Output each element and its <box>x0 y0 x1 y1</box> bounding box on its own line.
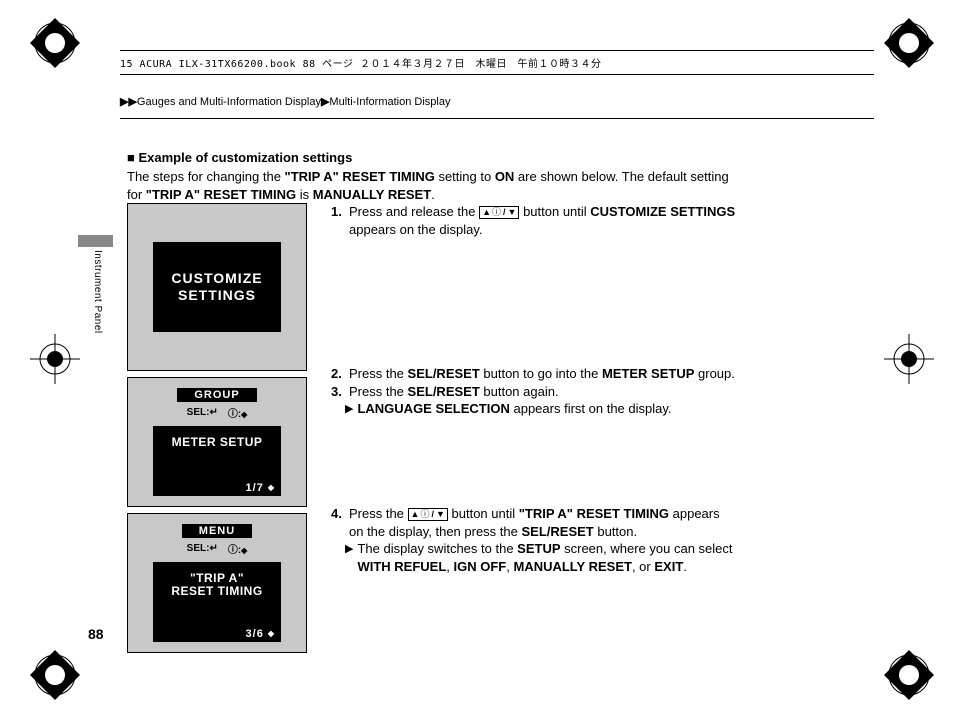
side-tab <box>78 235 113 247</box>
lcd-info-row: SEL:↵ ⓘ:◆ <box>187 405 248 420</box>
lcd-text: CUSTOMIZE <box>157 270 277 287</box>
registration-mark-icon <box>884 18 934 68</box>
lcd-info-row: SEL:↵ ⓘ:◆ <box>187 541 248 556</box>
registration-mark-icon <box>30 650 80 700</box>
step-3: 3. Press the SEL/RESET button again. <box>331 383 737 401</box>
steps-column: 1. Press and release the ▲ⓘ/▼ button unt… <box>319 203 737 659</box>
triangle-bullet-icon: ▶ <box>345 402 353 418</box>
display-screen-3: MENU SEL:↵ ⓘ:◆ "TRIP A" RESET TIMING 3/6… <box>127 513 307 653</box>
updown-icon: ◆ <box>241 548 247 553</box>
lcd-title: "TRIP A" RESET TIMING <box>153 562 281 600</box>
lcd-text: SETTINGS <box>157 287 277 304</box>
intro-text: The steps for changing the "TRIP A" RESE… <box>127 168 737 203</box>
step-3-sub: ▶ LANGUAGE SELECTION appears first on th… <box>345 400 737 418</box>
display-screen-2: GROUP SEL:↵ ⓘ:◆ METER SETUP 1/7◆ <box>127 377 307 507</box>
triangle-bullet-icon: ▶ <box>345 542 353 575</box>
step-4-sub: ▶ The display switches to the SETUP scre… <box>345 540 737 575</box>
enter-icon: ↵ <box>209 407 217 418</box>
breadcrumb: ▶▶Gauges and Multi-Information Display▶M… <box>120 95 874 119</box>
side-section-label: Instrument Panel <box>92 250 103 334</box>
lcd-bar-label: MENU <box>182 524 252 538</box>
up-info-down-button-icon: ▲ⓘ/▼ <box>479 206 519 219</box>
display-screens-column: CUSTOMIZE SETTINGS GROUP SEL:↵ ⓘ:◆ METER… <box>127 203 319 659</box>
registration-mark-icon <box>30 18 80 68</box>
display-screen-1: CUSTOMIZE SETTINGS <box>127 203 307 371</box>
registration-mark-icon <box>884 334 934 384</box>
lcd-footer: 3/6◆ <box>240 626 281 642</box>
breadcrumb-seg: Gauges and Multi-Information Display <box>137 96 321 108</box>
up-info-down-button-icon: ▲ⓘ/▼ <box>408 508 448 521</box>
breadcrumb-arrow-icon: ▶▶ <box>120 96 137 108</box>
content-area: ■ Example of customization settings The … <box>127 150 737 659</box>
lcd-title: METER SETUP <box>153 426 281 450</box>
step-4: 4. Press the ▲ⓘ/▼ button until "TRIP A" … <box>331 505 737 540</box>
page-number: 88 <box>88 626 104 642</box>
updown-icon: ◆ <box>241 412 247 417</box>
updown-icon: ◆ <box>268 485 275 490</box>
enter-icon: ↵ <box>209 543 217 554</box>
updown-icon: ◆ <box>268 631 275 636</box>
lcd-bar-label: GROUP <box>177 388 257 402</box>
breadcrumb-seg: Multi-Information Display <box>329 96 450 108</box>
section-title: ■ Example of customization settings <box>127 150 737 165</box>
step-1: 1. Press and release the ▲ⓘ/▼ button unt… <box>331 203 737 238</box>
step-2: 2. Press the SEL/RESET button to go into… <box>331 365 737 383</box>
square-bullet-icon: ■ <box>127 150 135 165</box>
registration-mark-icon <box>884 650 934 700</box>
print-header: 15 ACURA ILX-31TX66200.book 88 ページ ２０１４年… <box>120 50 874 75</box>
registration-mark-icon <box>30 334 80 384</box>
lcd-footer: 1/7◆ <box>240 480 281 496</box>
